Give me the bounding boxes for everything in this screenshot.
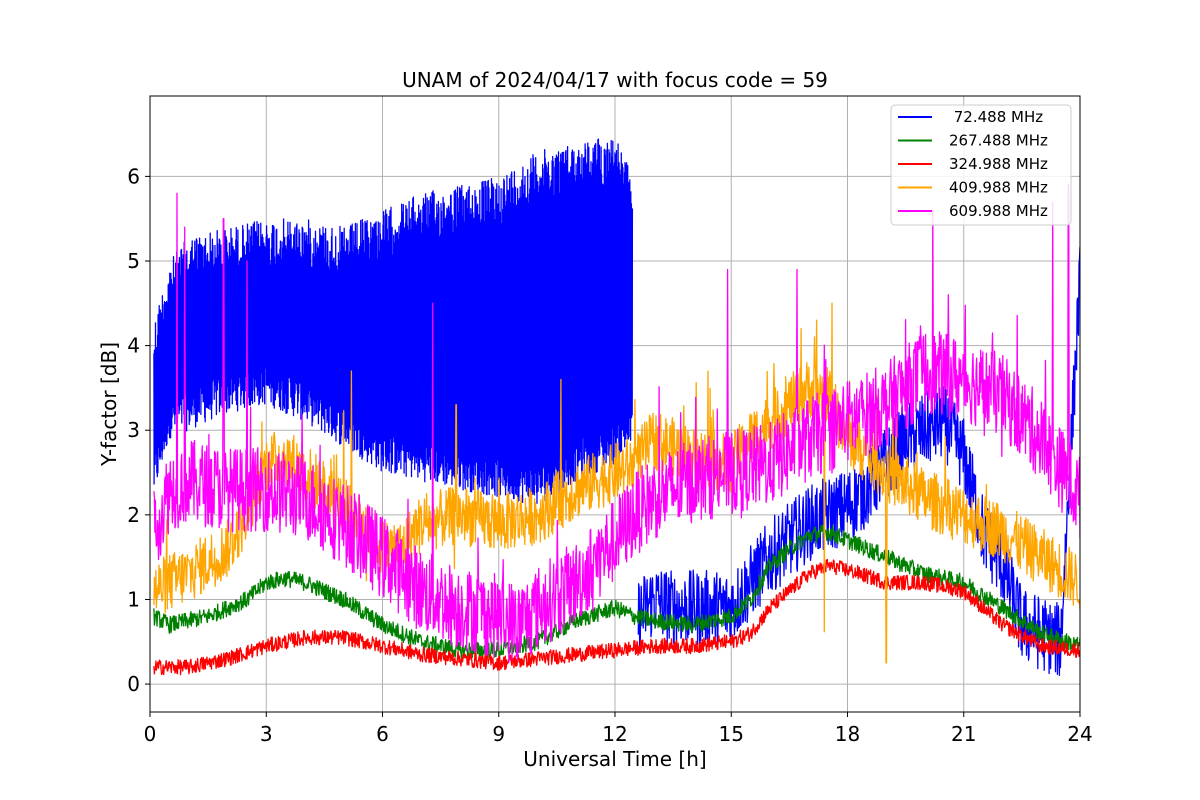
y-tick-label: 6 (127, 164, 140, 188)
y-tick-label: 0 (127, 672, 140, 696)
x-tick-label: 12 (602, 722, 627, 746)
y-tick-label: 4 (127, 334, 140, 358)
legend-box (890, 104, 1072, 226)
legend: 72.488 MHz 267.488 MHz 324.988 MHz 409.988 … (890, 104, 1072, 226)
plot-series (153, 138, 1080, 677)
x-axis-label: Universal Time [h] (523, 747, 706, 771)
y-tick-label: 2 (127, 503, 140, 527)
legend-entry: 267.488 MHz (898, 132, 1048, 150)
y-tick-label: 1 (127, 587, 140, 611)
x-tick-label: 6 (376, 722, 389, 746)
series-line-4 (153, 302, 1080, 664)
legend-entry: 72.488 MHz (898, 108, 1043, 126)
legend-entry: 409.988 MHz (898, 179, 1048, 197)
legend-label: 409.988 MHz (949, 179, 1048, 197)
legend-label: 267.488 MHz (949, 132, 1048, 150)
legend-label: 324.988 MHz (949, 155, 1048, 173)
x-tick-label: 9 (492, 722, 505, 746)
x-tick-label: 3 (260, 722, 273, 746)
series-line-3 (153, 558, 1080, 676)
legend-label: 72.488 MHz (949, 108, 1043, 126)
x-tick-label: 0 (144, 722, 157, 746)
x-tick-label: 15 (719, 722, 744, 746)
legend-entry: 609.988 MHz (898, 202, 1048, 220)
y-tick-label: 3 (127, 418, 140, 442)
x-tick-label: 24 (1067, 722, 1092, 746)
series-line-5 (153, 184, 1080, 663)
legend-entry: 324.988 MHz (898, 155, 1048, 173)
chart-title: UNAM of 2024/04/17 with focus code = 59 (402, 68, 828, 92)
y-axis-label: Y-factor [dB] (97, 342, 121, 467)
y-tick-label: 5 (127, 249, 140, 273)
x-tick-label: 21 (951, 722, 976, 746)
plot-frame (149, 95, 1081, 713)
legend-label: 609.988 MHz (949, 202, 1048, 220)
x-tick-label: 18 (835, 722, 860, 746)
